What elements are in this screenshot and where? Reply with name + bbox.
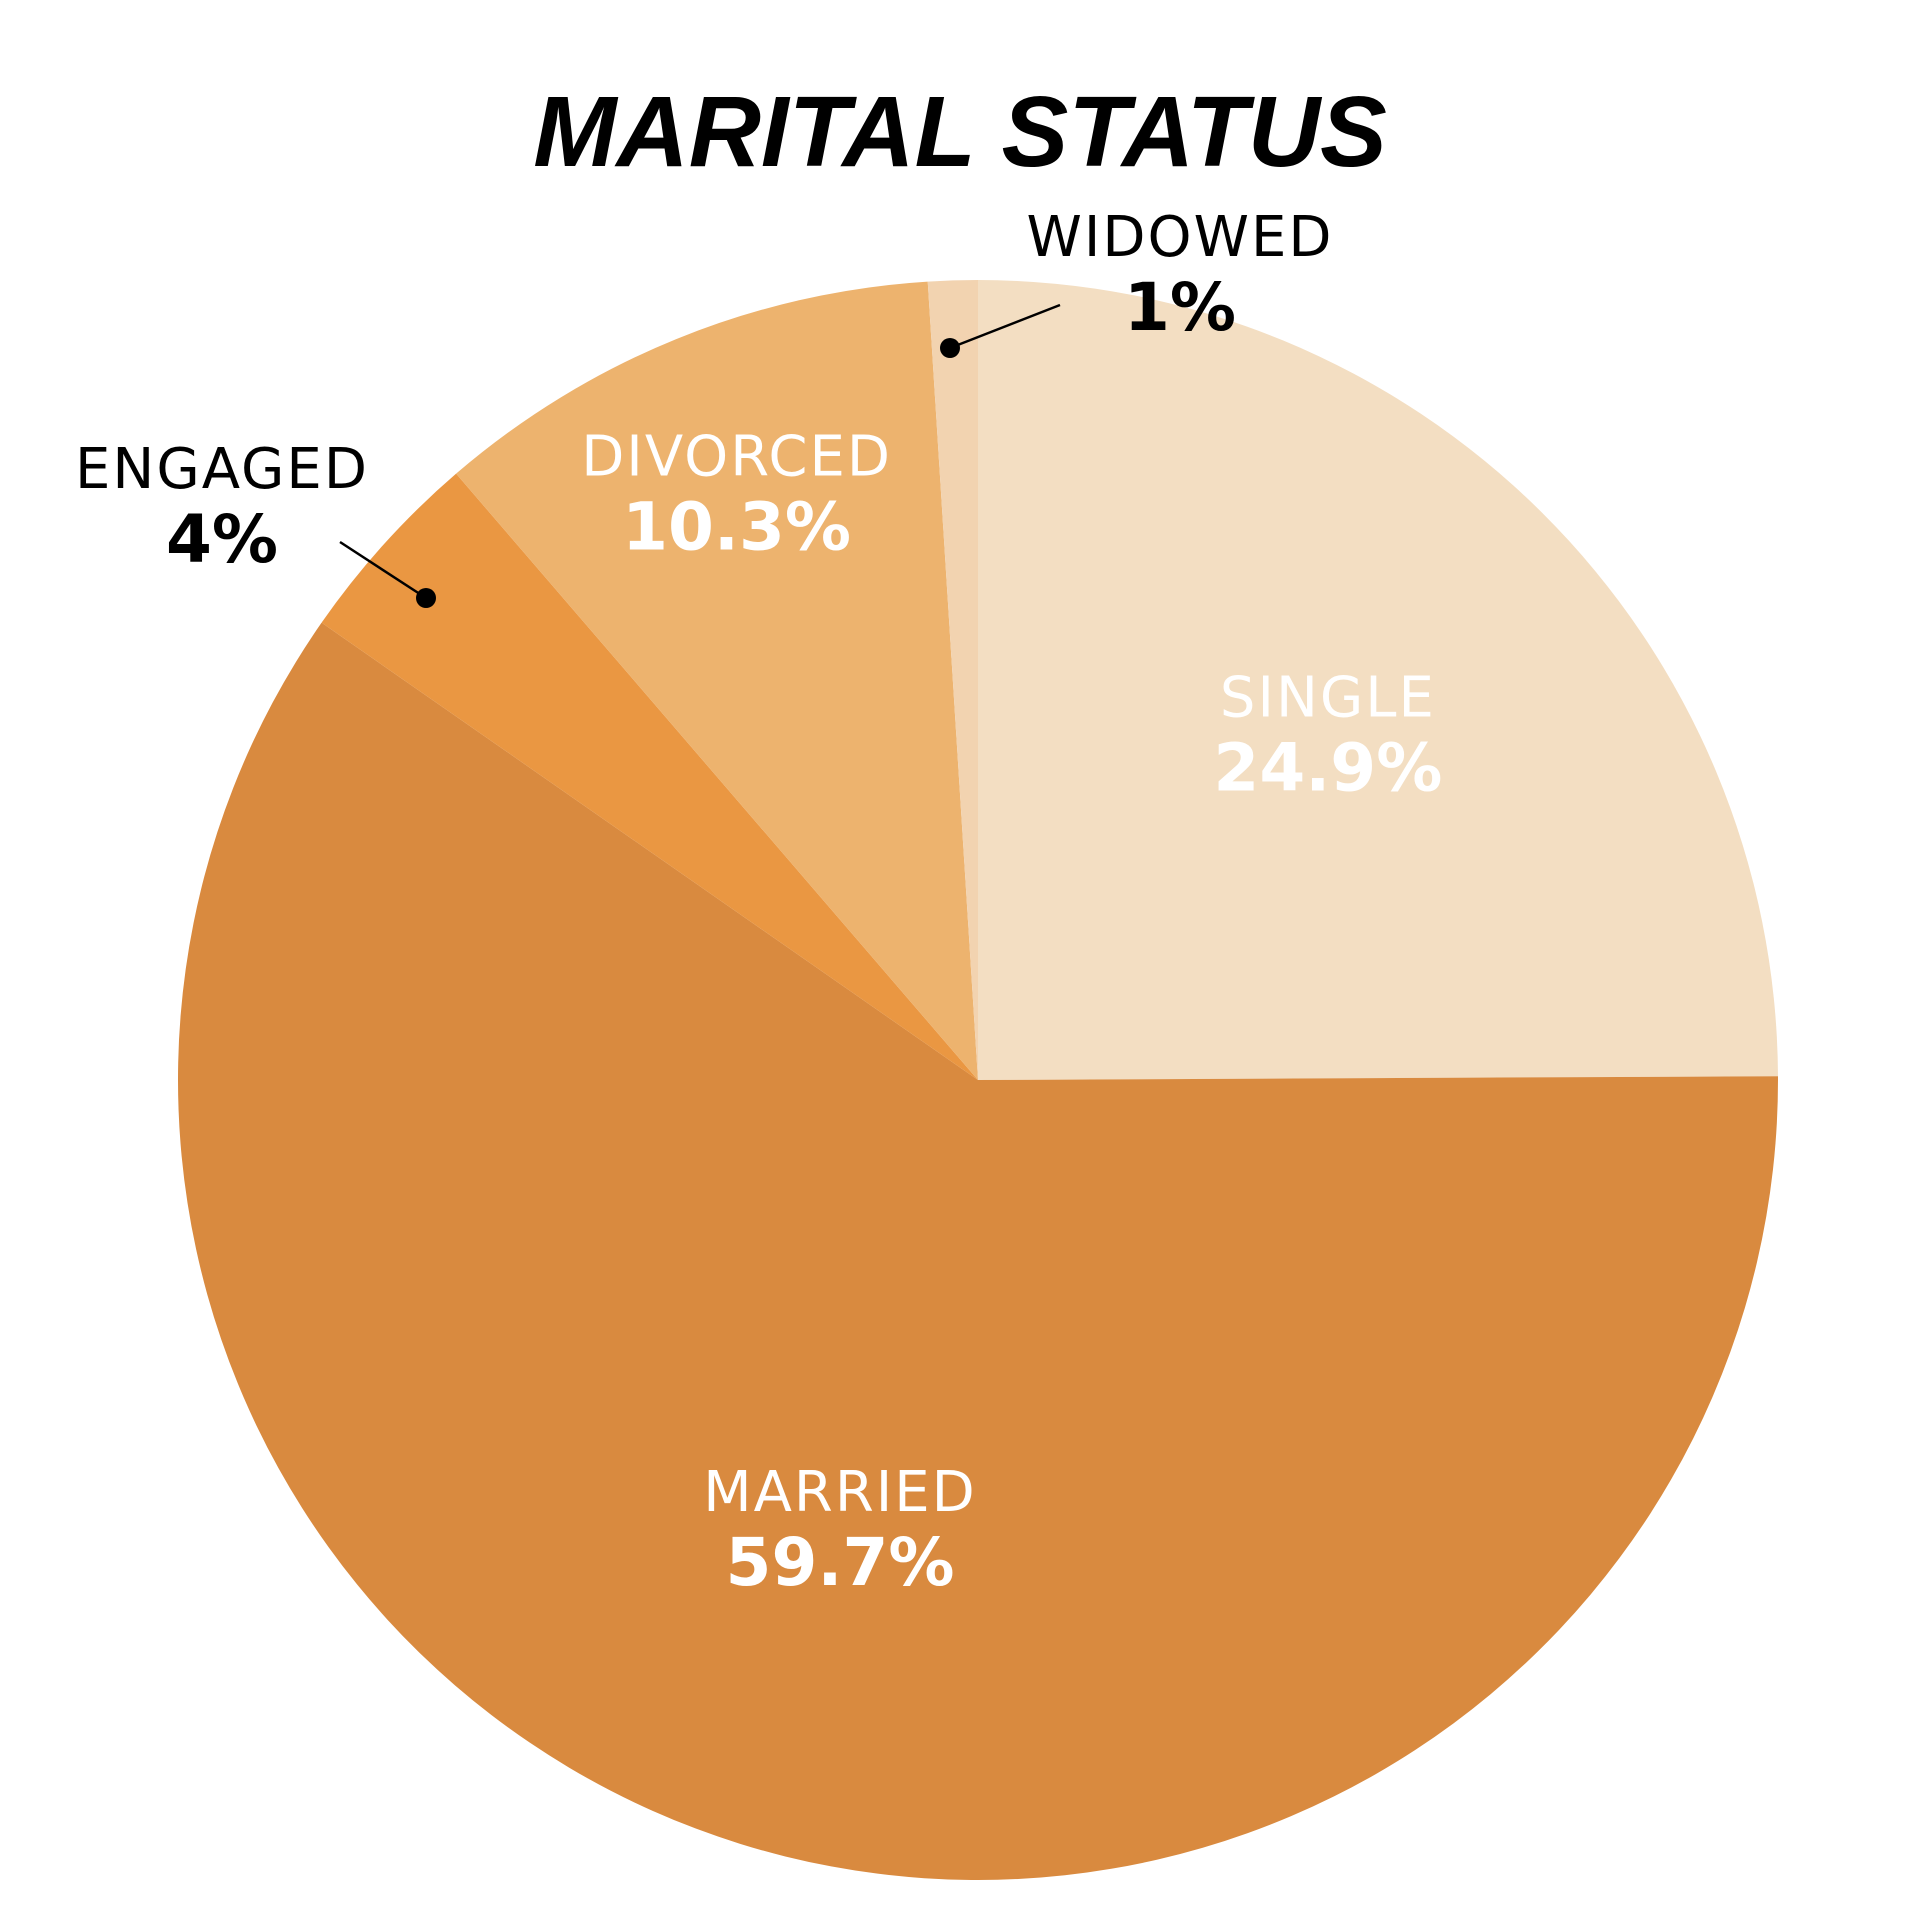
slice-label-single: SINGLE xyxy=(1220,665,1436,730)
slice-label-engaged: ENGAGED xyxy=(75,437,369,502)
pie-slice-engaged xyxy=(321,473,979,1080)
slice-value-widowed: 1% xyxy=(1124,269,1236,346)
leader-line-engaged xyxy=(339,540,427,600)
leader-dot-widowed xyxy=(940,338,960,358)
slice-value-single: 24.9% xyxy=(1213,729,1442,806)
pie-slices xyxy=(177,280,1778,1880)
chart-title: MARITAL STATUS xyxy=(533,76,1387,188)
pie-slice-single xyxy=(978,280,1778,1080)
slice-label-divorced: DIVORCED xyxy=(581,424,892,489)
slice-label-married: MARRIED xyxy=(703,1460,976,1525)
pie-slice-divorced xyxy=(456,281,979,1080)
slice-value-divorced: 10.3% xyxy=(622,488,851,565)
slice-value-married: 59.7% xyxy=(726,1524,955,1601)
slice-value-engaged: 4% xyxy=(166,501,278,578)
pie-slice-widowed xyxy=(927,280,978,1080)
leader-line-widowed xyxy=(949,303,1061,350)
pie-slice-married xyxy=(177,622,1778,1880)
leader-dot-engaged xyxy=(416,588,436,608)
slice-label-widowed: WIDOWED xyxy=(1027,205,1334,270)
